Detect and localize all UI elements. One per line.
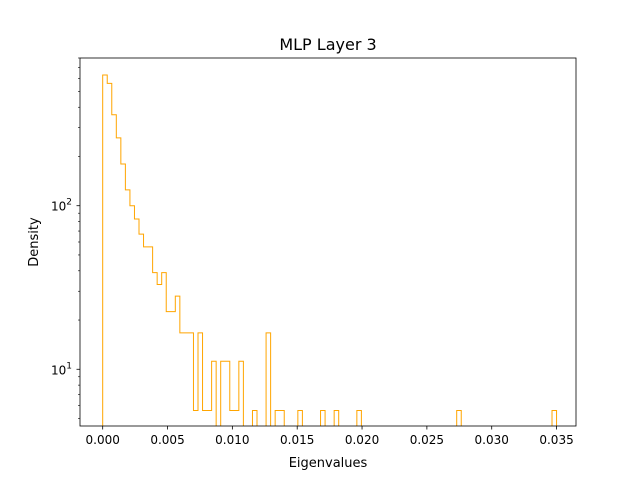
- y-tick-label: 101: [51, 361, 72, 377]
- plot-area: [102, 74, 558, 426]
- chart-title: MLP Layer 3: [279, 35, 376, 54]
- x-tick-label: 0.000: [86, 433, 120, 447]
- x-tick-label: 0.010: [215, 433, 249, 447]
- y-axis-label: Density: [27, 217, 42, 267]
- x-tick-label: 0.035: [539, 433, 573, 447]
- x-axis: 0.000 0.005 0.010 0.015 0.020 0.025 0.030 0.035: [86, 426, 574, 447]
- y-tick-label: 102: [51, 198, 72, 214]
- x-tick-label: 0.030: [475, 433, 509, 447]
- x-axis-label: Eigenvalues: [289, 456, 368, 471]
- histogram-step: [102, 74, 558, 426]
- x-tick-label: 0.025: [410, 433, 444, 447]
- x-tick-label: 0.005: [150, 433, 184, 447]
- y-axis: 101 102: [51, 57, 80, 419]
- plot-frame: [79, 57, 577, 427]
- x-tick-label: 0.020: [345, 433, 379, 447]
- x-tick-label: 0.015: [280, 433, 314, 447]
